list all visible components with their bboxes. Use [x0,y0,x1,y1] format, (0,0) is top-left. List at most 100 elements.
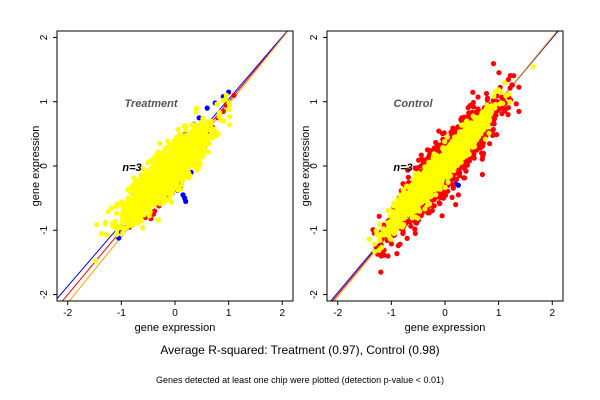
point-yellow [211,131,217,138]
point-yellow [135,211,141,217]
point-yellow [92,258,99,264]
x-tick-label: -1 [117,308,126,319]
point-yellow [167,175,173,181]
point-red [414,220,420,226]
point-yellow [174,178,180,184]
point-red [461,164,467,170]
point-yellow [199,148,205,154]
point-yellow [203,124,209,131]
point-yellow [173,162,179,168]
point-yellow [119,220,125,226]
y-tick-label: 2 [39,34,50,40]
point-red [499,111,505,117]
point-yellow [139,180,146,186]
point-red [449,194,455,200]
point-yellow [175,187,181,193]
point-red [425,210,431,216]
point-yellow [220,97,226,104]
point-yellow [144,208,150,214]
point-red [441,130,447,136]
point-yellow [120,225,126,231]
point-yellow [161,149,167,155]
point-yellow [102,221,108,227]
point-red [436,128,442,134]
point-red [453,202,459,208]
plot-area-control [330,31,559,301]
point-red [418,163,424,169]
point-yellow [145,203,151,209]
point-yellow [114,232,120,238]
point-red [480,153,486,159]
point-yellow [157,140,163,147]
point-yellow [177,159,183,165]
point-yellow [223,92,229,98]
point-yellow [158,171,164,177]
point-yellow [204,134,210,140]
point-red [480,143,486,149]
point-yellow [156,177,162,183]
point-yellow [112,218,118,224]
point-red [490,61,497,67]
point-red [470,89,476,95]
point-yellow [198,133,204,140]
point-yellow [126,222,132,228]
point-yellow [182,127,188,133]
point-yellow [155,149,161,155]
point-red [412,230,418,236]
point-red [456,172,463,179]
point-red [376,213,382,219]
point-yellow [433,192,439,198]
point-yellow [195,145,201,151]
point-yellow [167,157,173,163]
point-red [418,152,424,158]
point-red [451,128,457,134]
point-yellow [161,200,167,206]
point-yellow [147,158,153,164]
point-yellow [210,126,216,132]
panel-title-treatment: Treatment [125,98,179,110]
point-yellow [147,197,153,203]
point-red [431,145,437,151]
point-yellow [153,198,159,204]
point-red [505,77,511,83]
point-yellow [485,122,491,128]
point-yellow [168,199,174,205]
point-yellow [497,101,503,107]
point-yellow [205,149,211,155]
point-red [483,90,490,97]
point-yellow [114,227,120,233]
point-red [497,105,503,112]
point-yellow [176,138,182,144]
point-yellow [120,202,126,208]
point-red [464,157,471,163]
point-red [460,175,467,181]
point-yellow [98,231,104,237]
point-red [388,241,394,247]
point-yellow [177,131,183,137]
point-yellow [385,207,391,213]
point-yellow [129,188,135,194]
y-tick-label: -2 [39,290,50,299]
point-yellow [105,209,111,215]
x-tick-label: 0 [172,308,178,319]
point-yellow [182,168,188,174]
point-red [455,192,461,198]
point-yellow [191,122,197,128]
point-yellow [113,204,119,210]
point-yellow [184,159,190,165]
point-yellow [120,230,126,236]
point-red [439,213,445,219]
point-red [491,121,497,127]
point-yellow [135,190,141,196]
point-yellow [226,107,232,113]
point-red [400,230,406,237]
point-red [471,155,477,161]
x-tick-label: -2 [63,308,72,319]
point-red [487,141,493,147]
point-yellow [165,138,171,144]
point-yellow [182,145,188,151]
y-tick-label: -1 [39,225,50,234]
x-tick-label: 2 [279,308,285,319]
point-red [470,99,476,106]
